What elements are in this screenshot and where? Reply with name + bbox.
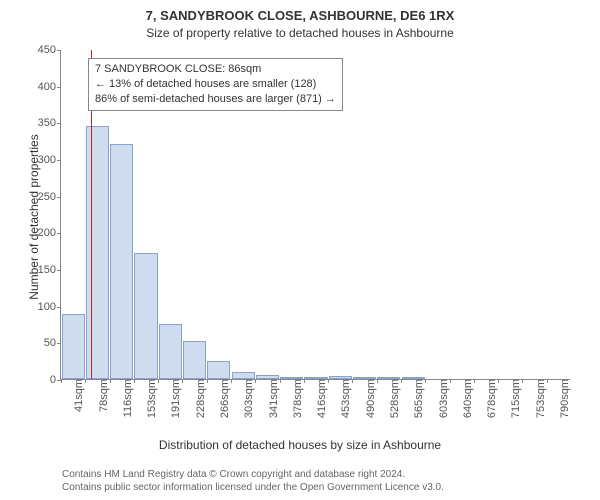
- x-tick-mark: [547, 379, 548, 383]
- y-tick-mark: [57, 307, 61, 308]
- x-tick-label: 41sqm: [68, 379, 85, 412]
- histogram-bar: [353, 377, 376, 379]
- x-tick-label: 753sqm: [530, 379, 547, 418]
- histogram-bar: [183, 341, 206, 379]
- x-tick-label: 303sqm: [238, 379, 255, 418]
- x-tick-mark: [207, 379, 208, 383]
- annotation-line: ← 13% of detached houses are smaller (12…: [95, 77, 336, 92]
- x-tick-label: 640sqm: [457, 379, 474, 418]
- x-tick-label: 341sqm: [263, 379, 280, 418]
- histogram-bar: [329, 376, 352, 379]
- annotation-box: 7 SANDYBROOK CLOSE: 86sqm← 13% of detach…: [88, 58, 343, 111]
- x-tick-mark: [498, 379, 499, 383]
- histogram-bar: [402, 377, 425, 379]
- x-tick-mark: [450, 379, 451, 383]
- x-tick-label: 790sqm: [554, 379, 571, 418]
- x-tick-mark: [474, 379, 475, 383]
- x-tick-label: 490sqm: [360, 379, 377, 418]
- histogram-bar: [207, 361, 230, 379]
- x-tick-mark: [425, 379, 426, 383]
- chart-title: 7, SANDYBROOK CLOSE, ASHBOURNE, DE6 1RX: [0, 8, 600, 23]
- histogram-bar: [304, 377, 327, 379]
- x-tick-mark: [522, 379, 523, 383]
- x-tick-label: 153sqm: [141, 379, 158, 418]
- x-tick-label: 266sqm: [214, 379, 231, 418]
- x-tick-mark: [304, 379, 305, 383]
- x-tick-label: 565sqm: [408, 379, 425, 418]
- histogram-bar: [62, 314, 85, 379]
- histogram-bar: [256, 375, 279, 379]
- x-tick-mark: [110, 379, 111, 383]
- x-tick-label: 528sqm: [384, 379, 401, 418]
- x-tick-mark: [85, 379, 86, 383]
- y-tick-mark: [57, 270, 61, 271]
- chart-subtitle: Size of property relative to detached ho…: [0, 26, 600, 40]
- x-tick-label: 78sqm: [93, 379, 110, 412]
- x-tick-mark: [255, 379, 256, 383]
- x-tick-mark: [328, 379, 329, 383]
- x-tick-mark: [280, 379, 281, 383]
- footer-text: Contains HM Land Registry data © Crown c…: [62, 468, 444, 494]
- x-tick-label: 453sqm: [335, 379, 352, 418]
- y-tick-mark: [57, 197, 61, 198]
- chart-container: 7, SANDYBROOK CLOSE, ASHBOURNE, DE6 1RX …: [0, 0, 600, 500]
- x-tick-label: 715sqm: [505, 379, 522, 418]
- annotation-line: 7 SANDYBROOK CLOSE: 86sqm: [95, 62, 336, 77]
- y-tick-mark: [57, 123, 61, 124]
- x-tick-label: 191sqm: [165, 379, 182, 418]
- histogram-bar: [232, 372, 255, 379]
- x-tick-mark: [182, 379, 183, 383]
- x-tick-label: 678sqm: [481, 379, 498, 418]
- x-tick-mark: [377, 379, 378, 383]
- x-tick-mark: [158, 379, 159, 383]
- x-tick-mark: [401, 379, 402, 383]
- histogram-bar: [159, 324, 182, 379]
- x-axis-label: Distribution of detached houses by size …: [0, 438, 600, 452]
- histogram-bar: [280, 377, 303, 379]
- y-tick-mark: [57, 343, 61, 344]
- x-tick-label: 116sqm: [117, 379, 134, 417]
- histogram-bar: [134, 253, 157, 379]
- x-tick-mark: [61, 379, 62, 383]
- x-tick-mark: [352, 379, 353, 383]
- histogram-bar: [110, 144, 133, 379]
- y-tick-mark: [57, 87, 61, 88]
- y-tick-mark: [57, 233, 61, 234]
- y-axis-label: Number of detached properties: [27, 117, 41, 317]
- x-tick-label: 378sqm: [287, 379, 304, 418]
- footer-line-2: Contains public sector information licen…: [62, 481, 444, 494]
- y-tick-mark: [57, 160, 61, 161]
- footer-line-1: Contains HM Land Registry data © Crown c…: [62, 468, 444, 481]
- x-tick-mark: [134, 379, 135, 383]
- histogram-bar: [377, 377, 400, 379]
- annotation-line: 86% of semi-detached houses are larger (…: [95, 92, 336, 107]
- x-tick-label: 416sqm: [311, 379, 328, 418]
- x-tick-mark: [231, 379, 232, 383]
- histogram-bar: [86, 126, 109, 379]
- y-tick-mark: [57, 50, 61, 51]
- x-tick-label: 603sqm: [433, 379, 450, 418]
- x-tick-label: 228sqm: [190, 379, 207, 418]
